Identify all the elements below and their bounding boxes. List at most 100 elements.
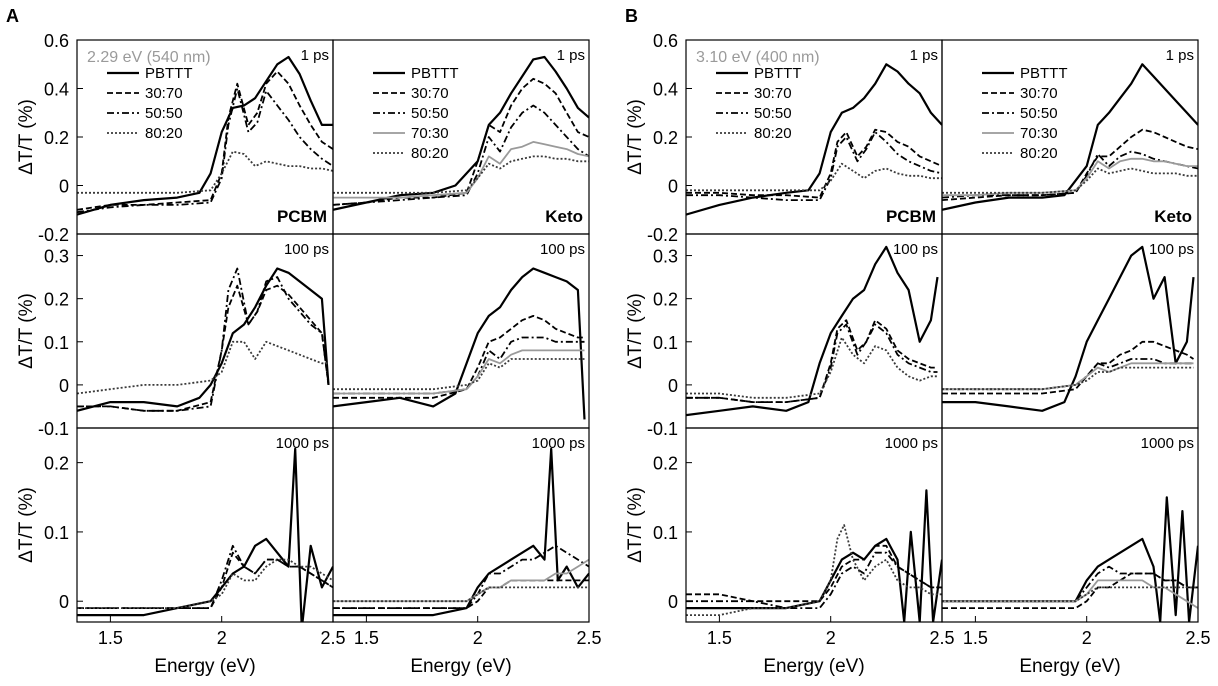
time-label: 1000 ps [532, 435, 585, 452]
y-tick-label: 0 [59, 592, 69, 612]
y-tick-label: 0.2 [653, 290, 678, 310]
series-line-pbttt [333, 447, 589, 617]
x-tick-label: 1.5 [354, 628, 379, 648]
legend-label: 50:50 [411, 105, 449, 122]
series-line-30-70 [333, 77, 589, 206]
y-axis-label: ΔT/T (%) [16, 487, 37, 563]
y-tick-label: 0.2 [44, 454, 69, 474]
time-label: 1 ps [1166, 47, 1194, 64]
y-tick-label: 0.4 [44, 80, 69, 100]
sample-label: Keto [545, 207, 583, 226]
x-tick-label: 2 [217, 628, 227, 648]
series-line-50-50 [686, 323, 938, 403]
series-line-30-70 [942, 572, 1198, 609]
series-line-80-20 [686, 524, 942, 616]
series-line-50-50 [77, 267, 330, 412]
series-line-70-30 [942, 579, 1198, 609]
subplot-A-pcbm-1ps [76, 39, 334, 235]
x-tick-label: 2.5 [929, 628, 954, 648]
y-tick-label: 0.3 [653, 247, 678, 267]
y-tick-label: 0.1 [653, 523, 678, 543]
subplot-B-pcbm-100ps [685, 233, 943, 429]
series-line-80-20 [77, 340, 329, 395]
y-axis-label: ΔT/T (%) [16, 293, 37, 369]
series-line-50-50 [686, 131, 942, 201]
plot-frame [76, 233, 334, 429]
x-axis-label: Energy (eV) [410, 656, 511, 677]
series-line-50-50 [942, 565, 1198, 603]
plot-frame [332, 427, 590, 623]
legend-label: 30:70 [145, 85, 183, 102]
legend-label: PBTTT [1020, 65, 1068, 82]
series-line-50-50 [77, 87, 333, 214]
series-line-70-30 [333, 141, 589, 199]
y-tick-label: -0.2 [38, 225, 69, 245]
series-line-pbttt [686, 63, 942, 216]
y-tick-label: 0 [59, 177, 69, 197]
series-line-pbttt [333, 55, 589, 211]
legend-label: 70:30 [1020, 125, 1058, 142]
legend-label: 30:70 [754, 85, 792, 102]
legend-label: 80:20 [145, 125, 183, 142]
series-line-30-70 [77, 284, 330, 412]
y-axis-label: ΔT/T (%) [625, 487, 646, 563]
y-tick-label: 0.1 [653, 333, 678, 353]
legend-label: 80:20 [411, 145, 449, 162]
series-line-30-70 [77, 551, 333, 609]
sample-label: PCBM [277, 207, 327, 226]
subplot-B-keto-1ps [941, 39, 1199, 235]
panel-label: B [625, 6, 638, 26]
series-line-pbttt [77, 267, 330, 412]
series-line-80-20 [333, 155, 589, 194]
time-label: 1 ps [910, 47, 938, 64]
time-label: 1000 ps [885, 435, 938, 452]
plot-frame [685, 427, 943, 623]
panel-label: A [6, 6, 19, 26]
time-label: 1000 ps [276, 435, 329, 452]
legend-label: PBTTT [145, 65, 193, 82]
series-line-30-70 [942, 128, 1198, 201]
legend-label: 70:30 [411, 125, 449, 142]
series-line-80-20 [77, 150, 333, 194]
y-tick-label: 0.3 [44, 247, 69, 267]
subplot-B-pcbm-1000ps [685, 427, 943, 623]
y-tick-label: 0.6 [653, 31, 678, 51]
x-axis-label: Energy (eV) [154, 656, 255, 677]
y-tick-label: 0 [668, 177, 678, 197]
series-line-30-70 [686, 128, 942, 199]
series-line-30-70 [333, 315, 585, 399]
plot-frame [941, 233, 1199, 429]
subplot-B-keto-100ps [941, 233, 1199, 429]
y-axis-label: ΔT/T (%) [16, 99, 37, 175]
series-line-30-70 [77, 70, 333, 211]
y-tick-label: 0 [668, 592, 678, 612]
y-tick-label: -0.1 [38, 419, 69, 439]
time-label: 1 ps [557, 47, 585, 64]
x-tick-label: 2.5 [1185, 628, 1210, 648]
y-tick-label: 0.2 [653, 128, 678, 148]
series-line-80-20 [942, 586, 1198, 603]
y-tick-label: 0 [668, 376, 678, 396]
sample-label: Keto [1154, 207, 1192, 226]
series-line-70-30 [333, 558, 589, 603]
y-tick-label: 0.2 [44, 290, 69, 310]
series-line-50-50 [333, 104, 589, 206]
series-line-pbttt [942, 496, 1198, 622]
series-line-pbttt [77, 447, 333, 622]
y-tick-label: 0.4 [653, 80, 678, 100]
series-line-30-70 [942, 340, 1194, 395]
excitation-label: 3.10 eV (400 nm) [696, 49, 820, 66]
series-line-80-20 [77, 558, 333, 609]
plot-frame [332, 233, 590, 429]
series-line-80-20 [686, 162, 942, 192]
series-line-70-30 [333, 349, 585, 395]
x-tick-label: 2 [473, 628, 483, 648]
y-tick-label: -0.1 [647, 419, 678, 439]
series-line-pbttt [942, 63, 1198, 211]
x-tick-label: 1.5 [707, 628, 732, 648]
time-label: 100 ps [1149, 241, 1194, 258]
series-line-50-50 [686, 551, 942, 609]
time-label: 1 ps [301, 47, 329, 64]
series-line-pbttt [333, 267, 586, 420]
